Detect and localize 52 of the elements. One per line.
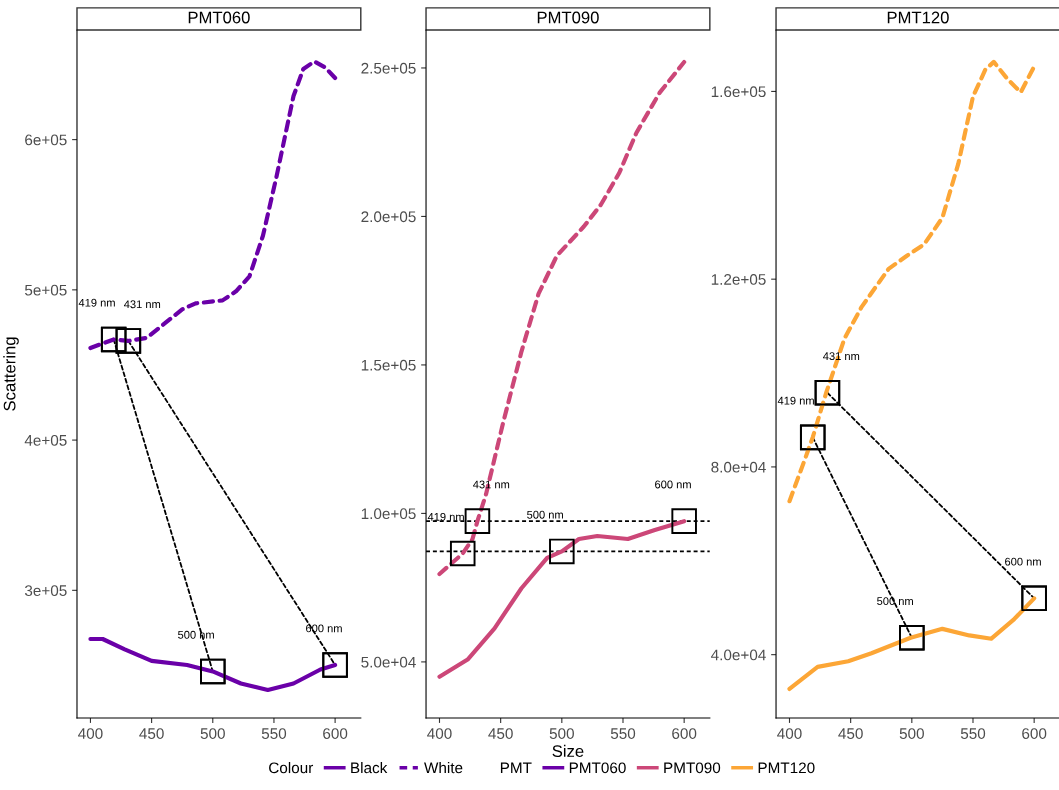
annotation: 600 nm <box>1005 557 1041 566</box>
annotation: 419 nm <box>777 396 814 405</box>
chart-title: PMT060 <box>188 11 250 24</box>
legend-title: Colour <box>269 762 314 774</box>
y-tick-label: 1.5e+05 <box>361 359 416 371</box>
x-tick-label: 500 <box>200 728 225 739</box>
legend-label: White <box>424 762 463 774</box>
x-tick-label: 550 <box>261 728 287 739</box>
y-tick-label: 5.0e+04 <box>361 656 416 668</box>
legend-label: Black <box>351 762 388 774</box>
annotation: 500 nm <box>178 630 214 639</box>
x-tick-label: 600 <box>323 728 348 739</box>
annotation: 431 nm <box>473 480 510 489</box>
annotation: 500 nm <box>877 597 913 606</box>
y-tick-label: 1.0e+05 <box>361 508 416 520</box>
x-tick-label: 600 <box>672 728 697 739</box>
y-tick-label: 2.0e+05 <box>361 211 416 223</box>
annotation: 600 nm <box>655 480 691 489</box>
x-tick-label: 450 <box>488 728 513 739</box>
y-tick-label: 8.0e+04 <box>711 461 766 473</box>
x-tick-label: 400 <box>78 728 103 739</box>
x-tick-label: 550 <box>610 728 636 739</box>
legend-title: PMT <box>500 762 532 774</box>
chart-title: PMT090 <box>664 762 721 774</box>
chart-title: PMT090 <box>537 11 599 24</box>
chart-title: PMT060 <box>569 762 626 774</box>
y-tick-label: 3e+05 <box>24 585 67 597</box>
y-tick-label: 4e+05 <box>24 434 67 446</box>
x-axis-title: Size <box>552 744 584 758</box>
x-tick-label: 400 <box>427 728 452 739</box>
chart-title: PMT120 <box>887 11 949 24</box>
annotation: 419 nm <box>78 298 115 307</box>
y-tick-label: 5e+05 <box>24 284 67 296</box>
y-tick-label: 2.5e+05 <box>361 62 416 74</box>
annotation: 500 nm <box>527 510 563 519</box>
x-tick-label: 500 <box>549 728 574 739</box>
x-tick-label: 550 <box>960 728 986 739</box>
y-tick-label: 1.6e+05 <box>711 86 766 98</box>
x-tick-label: 400 <box>777 728 802 739</box>
annotation: 431 nm <box>123 300 161 309</box>
annotation: 600 nm <box>306 624 342 633</box>
annotation: 419 nm <box>427 512 464 521</box>
y-axis-title: Scattering <box>3 337 19 411</box>
chart-title: PMT120 <box>758 762 815 774</box>
x-tick-label: 450 <box>139 728 164 739</box>
x-tick-label: 450 <box>838 728 863 739</box>
x-tick-label: 500 <box>899 728 924 739</box>
x-tick-label: 600 <box>1022 728 1047 739</box>
y-tick-label: 4.0e+04 <box>711 649 766 661</box>
y-tick-label: 1.2e+05 <box>711 274 766 285</box>
y-tick-label: 6e+05 <box>25 134 67 146</box>
annotation: 431 nm <box>823 352 860 361</box>
